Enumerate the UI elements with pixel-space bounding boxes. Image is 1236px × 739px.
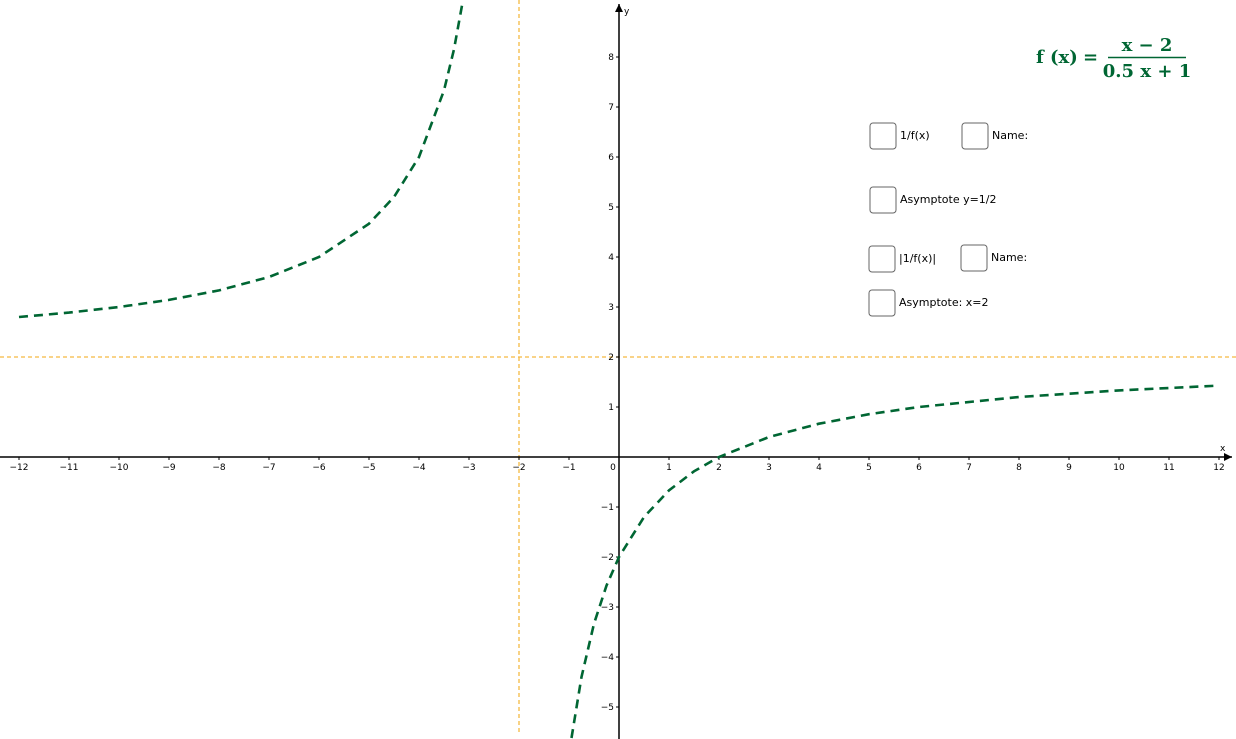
y-tick-label: 8 [608, 53, 614, 63]
x-tick-label: −9 [162, 463, 176, 473]
y-axis-arrow [615, 4, 623, 12]
x-tick-label: −3 [462, 463, 475, 473]
checkbox-label[interactable]: Asymptote: x=2 [899, 296, 989, 309]
x-tick-label: −4 [412, 463, 426, 473]
x-tick-label: 6 [916, 463, 922, 473]
y-tick-label: 3 [608, 303, 614, 313]
y-tick-label: 2 [608, 353, 614, 363]
x-tick-label: −6 [312, 463, 326, 473]
function-curve [18, 0, 1220, 739]
x-tick-label: −7 [262, 463, 275, 473]
y-tick-label: −4 [601, 653, 615, 663]
formula-numerator: x − 2 [1122, 35, 1173, 56]
formula-lhs: f (x) [1036, 47, 1078, 68]
formula-denominator: 0.5 x + 1 [1103, 61, 1191, 82]
x-tick-label: 12 [1213, 463, 1224, 473]
checkbox[interactable] [960, 244, 988, 272]
x-tick-label: −2 [512, 463, 525, 473]
checkbox-label[interactable]: Name: [992, 129, 1028, 142]
x-tick-label: 8 [1016, 463, 1022, 473]
x-axis-label: x [1220, 444, 1226, 454]
x-tick-label: −5 [362, 463, 375, 473]
y-tick-label: −3 [601, 603, 614, 613]
x-tick-label: 2 [716, 463, 722, 473]
y-tick-label: 1 [608, 403, 614, 413]
x-tick-label: 10 [1113, 463, 1125, 473]
checkbox[interactable] [869, 122, 897, 150]
y-tick-label: −1 [601, 503, 614, 513]
x-tick-label: 5 [866, 463, 872, 473]
y-tick-label: 6 [608, 153, 614, 163]
formula-equals: = [1083, 47, 1098, 68]
x-tick-label: −1 [562, 463, 575, 473]
x-tick-label: −11 [60, 463, 79, 473]
x-tick-label: 11 [1163, 463, 1174, 473]
x-tick-label: −10 [110, 463, 129, 473]
x-axis-arrow [1224, 453, 1232, 461]
y-axis-label: y [624, 7, 630, 17]
checkbox[interactable] [961, 122, 989, 150]
x-tick-label: 7 [966, 463, 972, 473]
y-tick-label: 4 [608, 253, 614, 263]
checkbox[interactable] [868, 289, 896, 317]
x-tick-label: −12 [10, 463, 29, 473]
x-tick-label: 4 [816, 463, 822, 473]
x-tick-label: 1 [666, 463, 672, 473]
checkbox-label[interactable]: Name: [991, 251, 1027, 264]
x-tick-label: −8 [212, 463, 226, 473]
y-tick-label: 7 [608, 103, 614, 113]
checkbox-label[interactable]: |1/f(x)| [899, 252, 936, 265]
x-tick-label: 0 [610, 463, 616, 473]
y-tick-label: −5 [601, 703, 614, 713]
checkbox[interactable] [868, 245, 896, 273]
x-tick-label: 9 [1066, 463, 1072, 473]
y-tick-label: 5 [608, 203, 614, 213]
y-tick-label: −2 [601, 553, 614, 563]
checkbox-label[interactable]: Asymptote y=1/2 [900, 193, 997, 206]
checkbox[interactable] [869, 186, 897, 214]
x-tick-label: 3 [766, 463, 772, 473]
checkbox-label[interactable]: 1/f(x) [900, 129, 930, 142]
